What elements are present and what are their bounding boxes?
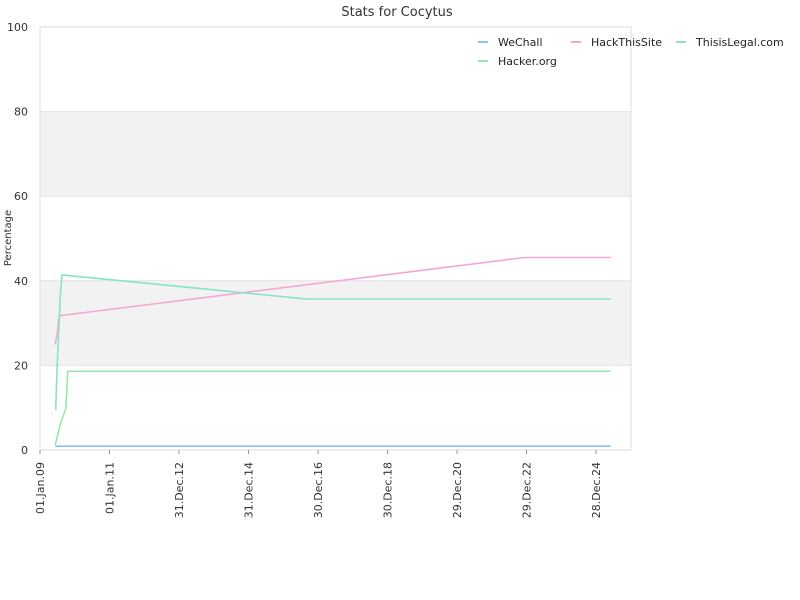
plot-background bbox=[40, 27, 631, 450]
x-tick-label: 30.Dec.18 bbox=[382, 462, 395, 518]
x-tick-label: 29.Dec.22 bbox=[521, 462, 534, 518]
y-tick-label: 20 bbox=[14, 359, 28, 372]
grid-band bbox=[40, 111, 631, 197]
grid-band bbox=[40, 280, 631, 366]
legend-label: ThisisLegal.com bbox=[695, 36, 784, 49]
x-tick-label: 29.Dec.20 bbox=[451, 462, 464, 518]
x-tick-label: 31.Dec.14 bbox=[243, 462, 256, 518]
legend-label: Hacker.org bbox=[498, 55, 557, 68]
series-line-thisislegal-com bbox=[54, 274, 611, 410]
y-axis-label: Percentage bbox=[3, 210, 14, 266]
plot-border bbox=[39, 26, 632, 451]
x-tick-label: 01.Jan.09 bbox=[34, 462, 47, 514]
x-tick-label: 30.Dec.16 bbox=[312, 462, 325, 518]
legend-label: HackThisSite bbox=[591, 36, 662, 49]
chart-title: Stats for Cocytus bbox=[341, 5, 453, 20]
y-tick-label: 40 bbox=[14, 275, 28, 288]
x-tick-label: 01.Jan.11 bbox=[104, 462, 117, 514]
x-tick-label: 28.Dec.24 bbox=[590, 462, 603, 518]
x-tick-label: 31.Dec.12 bbox=[173, 462, 186, 518]
series-line-hacker-org bbox=[54, 370, 611, 446]
y-tick-label: 80 bbox=[14, 106, 28, 119]
legend-label: WeChall bbox=[498, 36, 543, 49]
y-tick-label: 0 bbox=[21, 444, 28, 457]
y-tick-label: 60 bbox=[14, 190, 28, 203]
y-tick-label: 100 bbox=[7, 21, 28, 34]
